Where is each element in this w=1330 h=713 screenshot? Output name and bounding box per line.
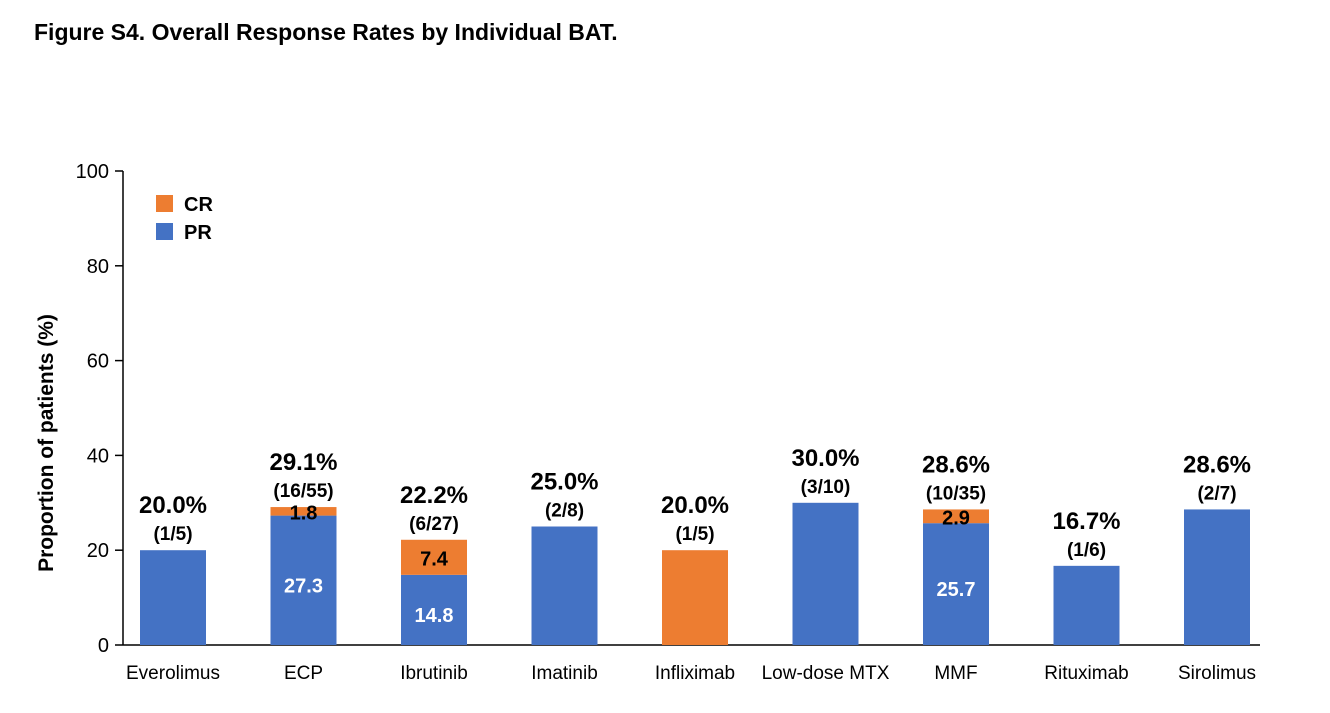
y-axis-label: Proportion of patients (%) bbox=[35, 314, 58, 572]
bar-total-label: 28.6% bbox=[922, 451, 990, 478]
x-tick-label: ECP bbox=[284, 663, 323, 684]
legend: CR PR bbox=[156, 194, 213, 244]
bar-total-label: 30.0% bbox=[791, 445, 859, 472]
bar-count-label: (2/7) bbox=[1197, 483, 1236, 504]
bar-count-label: (3/10) bbox=[801, 477, 851, 498]
bar-labels: (1/5) 20.0% 27.3 1.8(16/55) 29.1% 14.8 7.4 (6/2… bbox=[139, 445, 1251, 627]
bar-pr bbox=[923, 523, 989, 645]
bar-total-label: 29.1% bbox=[269, 449, 337, 476]
bar-total-label: 28.6% bbox=[1183, 451, 1251, 478]
bar-total-label: 16.7% bbox=[1052, 508, 1120, 535]
y-tick-label: 20 bbox=[87, 540, 109, 562]
cr-value-label: 2.9 bbox=[942, 507, 970, 529]
bar-count-label: (6/27) bbox=[409, 514, 459, 535]
bar-count-label: (16/55) bbox=[273, 481, 333, 502]
bar-pr bbox=[140, 550, 206, 645]
y-tick-label: 40 bbox=[87, 445, 109, 467]
figure-title: Figure S4. Overall Response Rates by Ind… bbox=[34, 19, 618, 45]
bar-cr bbox=[662, 550, 728, 645]
bar-total-label: 20.0% bbox=[661, 492, 729, 519]
legend-label: CR bbox=[184, 194, 213, 216]
bar-count-label: (10/35) bbox=[926, 483, 986, 504]
y-axis-ticks: 0 20 40 60 80 100 bbox=[76, 161, 123, 657]
x-tick-label: Rituximab bbox=[1044, 663, 1128, 684]
x-tick-label: Ibrutinib bbox=[400, 663, 468, 684]
x-tick-label: Everolimus bbox=[126, 663, 220, 684]
bar-total-label: 25.0% bbox=[530, 469, 598, 496]
legend-swatch bbox=[156, 223, 173, 240]
cr-value-label: 1.8 bbox=[290, 502, 318, 524]
bar-count-label: (1/5) bbox=[675, 524, 714, 545]
bar-count-label: (2/8) bbox=[545, 501, 584, 522]
bar-pr bbox=[401, 574, 467, 645]
bar-cr bbox=[401, 539, 467, 575]
bar-count-label: (1/6) bbox=[1067, 540, 1106, 561]
x-axis-ticks: Everolimus ECP Ibrutinib Imatinib Infliximab… bbox=[126, 663, 1256, 684]
bar-pr bbox=[531, 526, 598, 645]
y-tick-label: 0 bbox=[98, 635, 109, 657]
bar-total-label: 20.0% bbox=[139, 492, 207, 519]
bar-total-label: 22.2% bbox=[400, 482, 468, 509]
x-tick-label: Low-dose MTX bbox=[762, 663, 890, 684]
y-tick-label: 80 bbox=[87, 256, 109, 278]
legend-swatch bbox=[156, 195, 173, 212]
pr-value-label: 14.8 bbox=[415, 605, 454, 627]
bar-pr bbox=[1053, 565, 1120, 645]
pr-value-label: 27.3 bbox=[284, 575, 323, 597]
x-tick-label: Infliximab bbox=[655, 663, 735, 684]
bar-pr bbox=[1184, 509, 1250, 645]
y-tick-label: 60 bbox=[87, 351, 109, 373]
bar-pr bbox=[270, 515, 337, 645]
cr-value-label: 7.4 bbox=[420, 548, 449, 570]
bars bbox=[140, 502, 1250, 645]
y-tick-label: 100 bbox=[76, 161, 109, 183]
x-tick-label: Sirolimus bbox=[1178, 663, 1256, 684]
bar-cr bbox=[923, 509, 989, 524]
bar-pr bbox=[792, 502, 859, 645]
legend-label: PR bbox=[184, 222, 212, 244]
bar-count-label: (1/5) bbox=[153, 524, 192, 545]
x-tick-label: MMF bbox=[934, 663, 977, 684]
x-tick-label: Imatinib bbox=[531, 663, 598, 684]
pr-value-label: 25.7 bbox=[937, 579, 976, 601]
bar-cr bbox=[270, 507, 337, 516]
